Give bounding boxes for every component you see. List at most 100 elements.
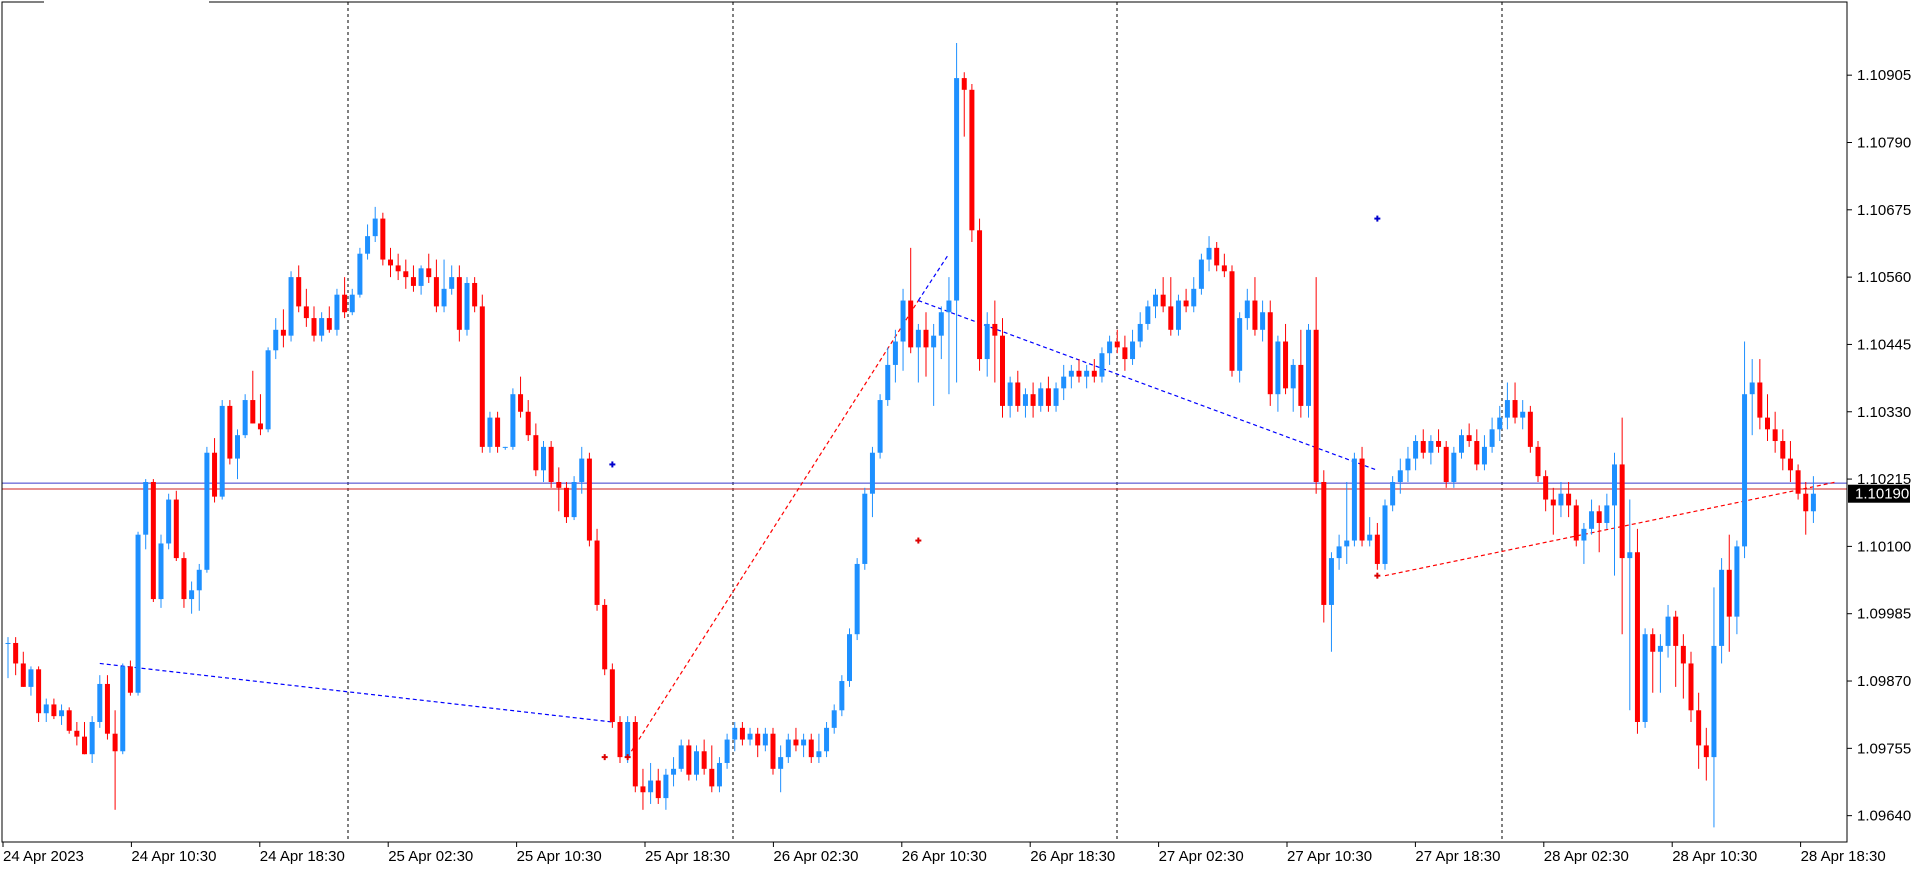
candle	[235, 429, 240, 480]
candle	[816, 733, 822, 763]
candle	[1765, 394, 1770, 442]
candle	[1787, 441, 1793, 482]
time-axis[interactable]: 24 Apr 2023 24 Apr 10:30 24 Apr 18:30 25 Ap…	[2, 842, 1886, 865]
candle-body	[502, 446, 508, 448]
candle-body	[1336, 546, 1342, 559]
candle	[1795, 464, 1801, 500]
candle	[1290, 359, 1296, 412]
candle-body	[1634, 552, 1640, 722]
candle	[1145, 300, 1151, 330]
candle	[502, 446, 508, 450]
candle-body	[1397, 470, 1403, 482]
current-price-tag: 1.10190	[1848, 484, 1910, 503]
candle-body	[908, 300, 914, 348]
price-label: 1.10560	[1857, 269, 1911, 286]
candle-body	[992, 323, 998, 336]
candle-body	[900, 300, 906, 342]
candle	[1344, 482, 1350, 564]
price-label: 1.10445	[1857, 336, 1911, 353]
candle	[1061, 364, 1067, 401]
candle-body	[1283, 341, 1289, 389]
candle-body	[1481, 446, 1487, 465]
candle	[433, 259, 439, 313]
candle	[1711, 587, 1717, 828]
candle-body	[1367, 534, 1373, 541]
candle	[678, 739, 684, 772]
candle-body	[1780, 441, 1786, 459]
candle-body	[456, 277, 462, 330]
candle-body	[1749, 382, 1755, 395]
candle-body	[533, 435, 539, 471]
price-axis[interactable]: 1.10905 1.10790 1.10675 1.10560 1.10445 1.103…	[1847, 67, 1911, 825]
candle	[472, 277, 478, 313]
candle	[655, 768, 661, 804]
candle	[716, 757, 722, 793]
candle	[250, 370, 256, 424]
candle	[173, 490, 179, 562]
candle	[1030, 382, 1036, 418]
candle-body	[235, 435, 240, 459]
candle-body	[1665, 616, 1671, 646]
candle	[20, 651, 26, 687]
candle-body	[648, 780, 654, 793]
candle	[739, 722, 745, 746]
candle-body	[1229, 271, 1235, 371]
candle-body	[1474, 441, 1480, 465]
candle	[1527, 405, 1533, 453]
price-label: 1.10330	[1857, 404, 1911, 421]
candle	[1581, 522, 1587, 564]
candle-body	[173, 499, 179, 559]
candle	[1634, 528, 1640, 734]
time-label: 26 Apr 10:30	[902, 848, 987, 865]
candle	[900, 288, 906, 371]
candle	[747, 727, 753, 746]
candle	[586, 452, 592, 547]
candle	[120, 663, 126, 755]
candle-body	[1237, 318, 1243, 371]
candle	[1275, 335, 1281, 412]
candle	[869, 446, 875, 518]
candle-body	[1612, 464, 1617, 506]
candle	[1810, 476, 1816, 523]
candle	[212, 438, 218, 503]
time-label: 28 Apr 10:30	[1672, 848, 1757, 865]
candle-body	[938, 312, 944, 336]
candle-body	[1436, 441, 1442, 447]
candle	[43, 698, 49, 722]
candle-body	[1711, 645, 1717, 758]
candle	[418, 265, 424, 295]
candle	[801, 733, 807, 758]
price-label: 1.09755	[1857, 740, 1911, 757]
candle-body	[1076, 370, 1082, 377]
candle-body	[961, 78, 967, 90]
candle	[150, 479, 156, 602]
signal-marker-red	[601, 754, 608, 761]
price-tag-bg	[1848, 484, 1910, 503]
candle	[579, 446, 585, 494]
candle-body	[1267, 312, 1273, 395]
candle	[1734, 540, 1740, 635]
candle	[349, 288, 355, 316]
candle	[1749, 359, 1755, 436]
session-separators	[347, 2, 1503, 842]
candle	[1328, 552, 1334, 652]
signal-marker-red	[624, 754, 631, 761]
candle-body	[1520, 411, 1526, 418]
candle-body	[1022, 394, 1028, 406]
candle	[885, 347, 891, 406]
candle-body	[686, 745, 692, 775]
candle-body	[1550, 499, 1556, 506]
candle-body	[1153, 294, 1158, 307]
candle	[1068, 364, 1074, 389]
candle	[1726, 534, 1732, 652]
candle	[518, 376, 524, 418]
candle	[541, 441, 546, 482]
candle	[89, 716, 95, 763]
candle	[380, 212, 386, 266]
candle	[1680, 634, 1686, 699]
candle-body	[1772, 429, 1778, 442]
candle	[181, 552, 187, 608]
candle	[104, 675, 110, 740]
